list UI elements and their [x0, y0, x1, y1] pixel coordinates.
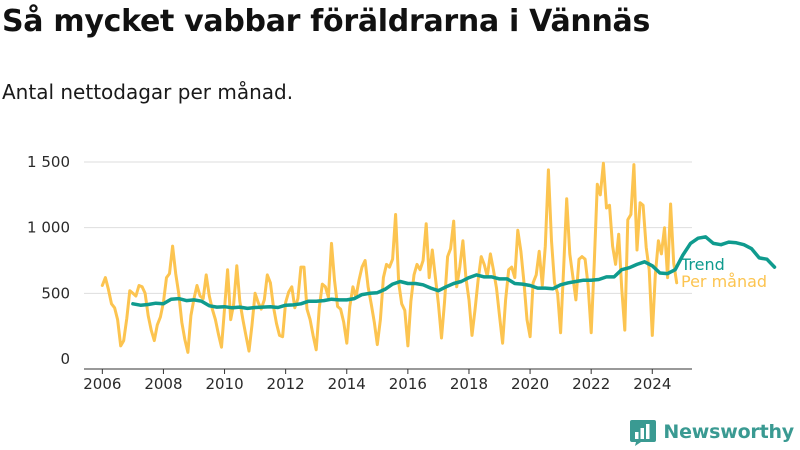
x-tick-label-2022: 2022 — [572, 375, 610, 393]
series-line-per-manad — [100, 161, 679, 354]
y-axis-tick-labels: 0 500 1 000 1 500 — [27, 153, 70, 368]
newsworthy-logo: Newsworthy — [629, 418, 794, 446]
bar-chart-speech-bubble-icon — [630, 420, 657, 446]
x-tick-label-2018: 2018 — [450, 375, 488, 393]
y-tick-label-500: 500 — [41, 284, 70, 302]
brand-name: Newsworthy — [663, 421, 794, 443]
x-tick-label-2010: 2010 — [205, 375, 243, 393]
x-tick-label-2016: 2016 — [389, 375, 427, 393]
chart-subtitle: Antal nettodagar per månad. — [2, 80, 294, 104]
x-tick-label-2024: 2024 — [633, 375, 671, 393]
x-tick-label-2006: 2006 — [83, 375, 121, 393]
x-tick-label-2012: 2012 — [267, 375, 305, 393]
legend-label-per-manad: Per månad — [681, 272, 767, 291]
series-line-trend — [131, 235, 777, 311]
legend-label-trend: Trend — [680, 255, 725, 274]
y-tick-label-1500: 1 500 — [27, 153, 70, 171]
x-tick-label-2008: 2008 — [144, 375, 182, 393]
x-tick-label-2020: 2020 — [511, 375, 549, 393]
y-tick-label-1000: 1 000 — [27, 219, 70, 237]
chart-title: Så mycket vabbar föräldrarna i Vännäs — [2, 4, 651, 39]
x-axis — [84, 368, 692, 374]
x-tick-label-2014: 2014 — [328, 375, 366, 393]
y-tick-label-0: 0 — [60, 350, 70, 368]
series-lines — [100, 161, 777, 354]
x-axis-tick-labels: 2006 2008 2010 2012 2014 2016 2018 2020 2022 2024 — [83, 375, 671, 393]
grid-lines — [84, 161, 692, 294]
